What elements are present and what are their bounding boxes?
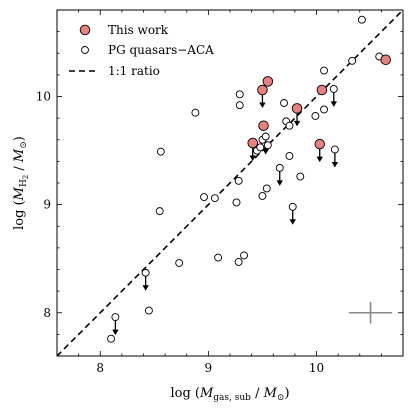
this-work-point bbox=[262, 76, 274, 87]
pg-quasar-point bbox=[144, 306, 153, 315]
pg-quasar-point bbox=[141, 268, 150, 277]
pg-quasar-point bbox=[348, 56, 357, 65]
pg-quasar-point bbox=[280, 99, 289, 107]
pg-quasar-point bbox=[155, 207, 164, 216]
legend: This work PG quasars−ACA 1:1 ratio bbox=[69, 23, 214, 78]
this-work-point bbox=[291, 103, 303, 114]
arrow-head bbox=[259, 102, 266, 109]
axis-ticks: 8 9 10 8 9 10 bbox=[36, 9, 404, 375]
this-work-point bbox=[314, 138, 325, 150]
pg-quasar-point bbox=[311, 112, 320, 120]
x-axis-label: log (Mgas, sub / M⊙) bbox=[170, 386, 289, 403]
pg-quasar-point bbox=[330, 145, 339, 154]
pg-quasar-point bbox=[232, 198, 241, 207]
pg-quasar-point bbox=[156, 147, 165, 156]
pg-quasar-point bbox=[258, 192, 267, 200]
this-work-point bbox=[316, 84, 328, 96]
pg-quasar-point bbox=[214, 253, 223, 262]
pg-quasar-point bbox=[210, 194, 219, 203]
legend-label-this-work: This work bbox=[108, 23, 169, 37]
legend-item-this-work: This work bbox=[79, 23, 169, 37]
pg-quasar-point bbox=[320, 105, 329, 114]
this-work-point bbox=[258, 120, 269, 131]
arrow-head bbox=[289, 219, 296, 225]
x-tick-label: 10 bbox=[309, 361, 324, 375]
pg-quasar-point bbox=[275, 163, 284, 172]
pg-quasar-point bbox=[235, 101, 244, 110]
arrow-head bbox=[293, 120, 301, 127]
pg-quasar-point bbox=[235, 90, 244, 99]
pg-quasar-point bbox=[240, 251, 249, 260]
legend-item-pg-quasars: PG quasars−ACA bbox=[81, 43, 214, 57]
pg-quasar-point bbox=[285, 121, 294, 130]
y-axis-label: log (MH2 / M⊙) bbox=[12, 136, 30, 230]
pg-quasar-point bbox=[175, 259, 184, 267]
pg-quasar-point bbox=[329, 84, 338, 93]
series-pg-quasars-aca bbox=[107, 15, 384, 343]
arrow-head bbox=[262, 149, 269, 155]
one-to-one-line bbox=[57, 10, 403, 356]
pg-quasar-point bbox=[261, 132, 270, 141]
pg-quasar-point bbox=[234, 257, 243, 266]
legend-item-one-to-one: 1:1 ratio bbox=[69, 64, 160, 78]
this-work-point bbox=[257, 84, 268, 96]
pg-quasar-point bbox=[111, 313, 120, 322]
pg-quasar-point bbox=[285, 152, 294, 160]
pg-quasar-point bbox=[256, 143, 265, 152]
upper-limit-arrows bbox=[112, 88, 339, 336]
arrow-head bbox=[331, 161, 339, 168]
pg-quasar-point bbox=[262, 184, 271, 193]
pg-quasar-point bbox=[234, 176, 243, 185]
arrow-head bbox=[316, 156, 323, 163]
pg-quasar-point bbox=[288, 202, 297, 211]
x-tick-label: 8 bbox=[96, 361, 104, 375]
arrow-head bbox=[112, 329, 119, 336]
legend-marker-filled bbox=[79, 24, 91, 36]
arrow-head bbox=[276, 180, 283, 186]
pg-quasar-point bbox=[107, 334, 116, 343]
arrow-head bbox=[249, 155, 256, 161]
legend-label-pg-quasars: PG quasars−ACA bbox=[108, 43, 214, 57]
pg-quasar-point bbox=[263, 141, 272, 150]
this-work-point bbox=[380, 54, 391, 65]
x-tick-label: 9 bbox=[205, 361, 213, 375]
pg-quasar-point bbox=[357, 15, 366, 24]
y-tick-label: 9 bbox=[43, 198, 51, 212]
y-tick-label: 10 bbox=[36, 90, 51, 104]
y-tick-label: 8 bbox=[43, 306, 51, 320]
pg-quasar-point bbox=[320, 66, 329, 75]
plot-area bbox=[57, 10, 403, 356]
pg-quasar-point bbox=[200, 193, 209, 202]
this-work-point bbox=[247, 137, 258, 149]
arrow-head bbox=[330, 101, 337, 107]
pg-quasar-point bbox=[191, 108, 200, 117]
legend-marker-open bbox=[81, 46, 89, 54]
series-this-work bbox=[247, 54, 391, 150]
arrow-head bbox=[142, 285, 149, 291]
error-bar-cross bbox=[348, 301, 393, 324]
legend-label-one-to-one: 1:1 ratio bbox=[108, 64, 160, 78]
pg-quasar-point bbox=[296, 172, 305, 181]
